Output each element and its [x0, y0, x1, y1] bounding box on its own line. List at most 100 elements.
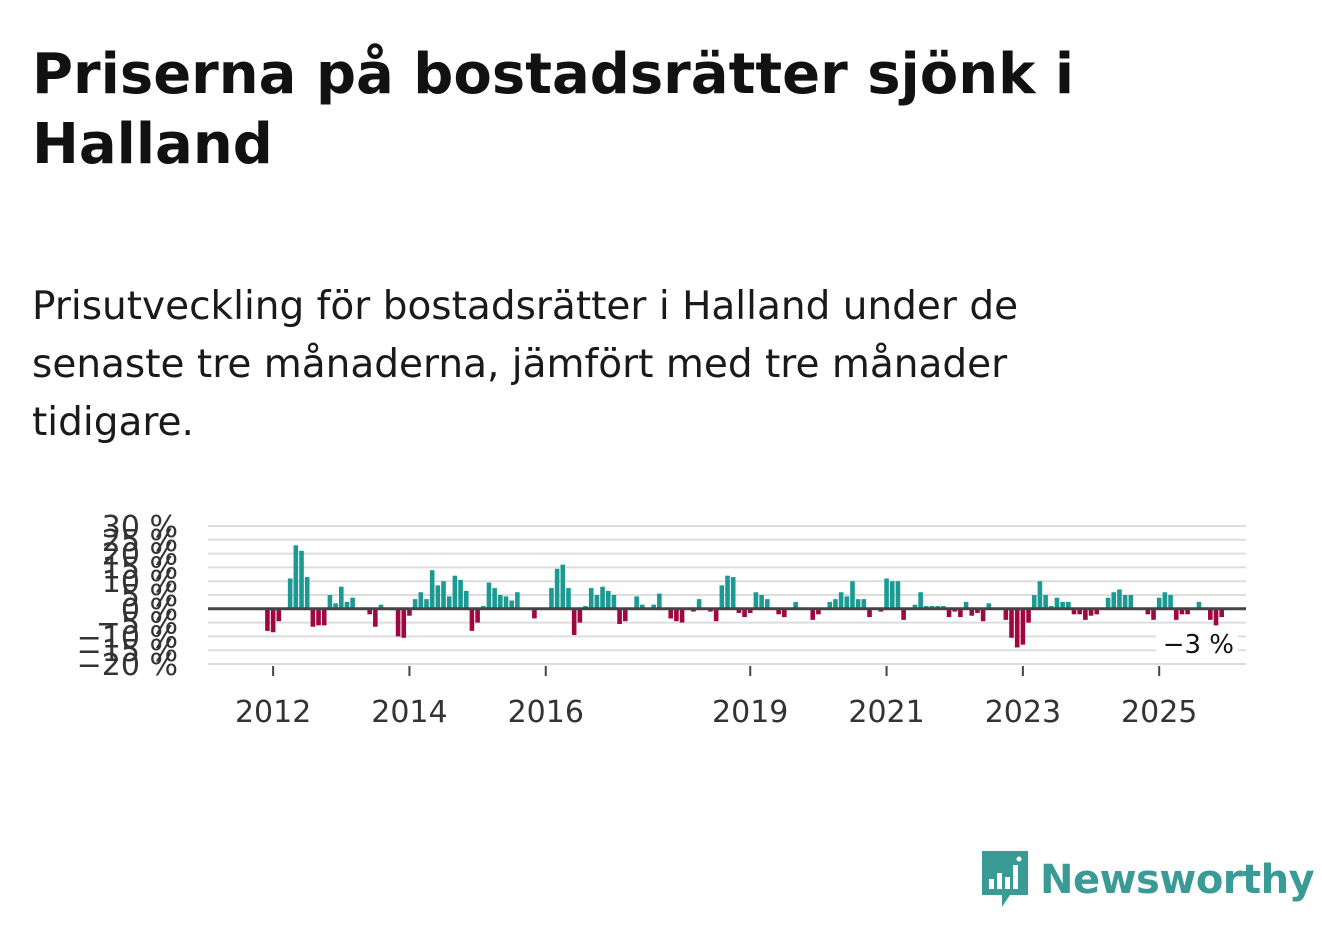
bar: [509, 600, 514, 609]
bar: [327, 595, 333, 609]
bar: [1122, 595, 1128, 609]
bar: [696, 599, 702, 609]
bar: [594, 595, 600, 609]
newsworthy-logo: Newsworthy: [980, 848, 1315, 912]
bar: [1219, 608, 1224, 618]
x-tick-label: 2016: [508, 695, 584, 730]
bar: [611, 595, 617, 609]
bar: [1162, 592, 1168, 609]
bar: [1031, 595, 1037, 609]
bar: [640, 604, 645, 609]
bar: [1168, 595, 1173, 609]
bar: [838, 592, 844, 609]
bar: [1208, 608, 1213, 620]
bar: [412, 599, 418, 609]
bar: [287, 578, 293, 609]
bar: [725, 575, 730, 609]
bar: [338, 586, 344, 609]
bar: [850, 581, 855, 609]
bar: [492, 588, 497, 609]
bar: [532, 608, 537, 619]
bar: [764, 599, 770, 609]
bar: [1088, 608, 1094, 616]
bar: [674, 608, 679, 622]
bar: [622, 608, 628, 622]
bar: [986, 603, 992, 609]
bar: [1020, 608, 1026, 645]
bar: [321, 608, 327, 626]
x-axis-tick-labels: 2012 2014 2016 2019 2021 2023 2025: [235, 666, 1197, 730]
bar: [1083, 608, 1088, 620]
bar: [895, 581, 901, 609]
x-tick-label: 2012: [235, 695, 311, 730]
bar: [293, 545, 299, 609]
bar: [1003, 608, 1009, 620]
x-tick-label: 2023: [985, 695, 1061, 730]
bar: [367, 608, 372, 615]
bar: [912, 604, 918, 609]
bar: [1156, 597, 1162, 609]
y-tick-label: 20 %: [102, 538, 178, 573]
bar: [418, 592, 424, 609]
bar: [1066, 601, 1071, 609]
bar: [617, 608, 622, 624]
bar: [588, 588, 594, 609]
last-value-label: −3 %: [1163, 630, 1234, 660]
x-tick-label: 2021: [848, 695, 924, 730]
bar: [1185, 608, 1190, 615]
bar: [713, 608, 719, 622]
bar: [1111, 592, 1117, 609]
bar: [679, 608, 685, 623]
bar: [333, 603, 338, 609]
y-tick-label: −15 %: [77, 634, 178, 669]
bar: [975, 608, 980, 613]
bar: [310, 608, 316, 627]
bar: [1071, 608, 1077, 615]
bar: [918, 592, 923, 609]
bar: [776, 608, 781, 615]
y-tick-label: 0 %: [121, 593, 178, 628]
bar: [407, 608, 412, 616]
bar: [560, 564, 566, 609]
bar: [827, 601, 833, 609]
bar: [503, 596, 509, 609]
bar: [429, 570, 435, 609]
bar: [605, 590, 611, 609]
bar: [753, 592, 759, 609]
bar: [373, 608, 378, 627]
bar: [946, 608, 952, 618]
bar: [577, 608, 583, 623]
bar: [958, 608, 963, 618]
bar: [867, 608, 872, 618]
bar: [378, 604, 384, 609]
bar: [963, 601, 969, 609]
bar: [600, 586, 605, 609]
bar: [549, 588, 554, 609]
last-value-label-background: [1156, 628, 1238, 660]
bar: [1014, 608, 1020, 648]
y-tick-label: 30 %: [102, 510, 178, 545]
y-tick-label: 10 %: [102, 565, 178, 600]
x-tick-label: 2014: [371, 695, 447, 730]
bar: [515, 592, 520, 609]
bar: [299, 550, 304, 609]
bar: [742, 608, 747, 618]
bar: [265, 608, 270, 631]
bar: [316, 608, 321, 626]
bar: [759, 595, 764, 609]
bar: [719, 585, 725, 609]
bar: [571, 608, 577, 636]
bar: [446, 596, 452, 609]
bar: [1128, 595, 1134, 609]
y-tick-label: 25 %: [102, 524, 178, 559]
bar: [901, 608, 906, 620]
bar: [401, 608, 407, 638]
bar: [793, 601, 798, 609]
bar: [816, 608, 821, 615]
bar: [463, 590, 469, 609]
bar: [736, 608, 742, 613]
bar: [1054, 597, 1060, 609]
bar: [782, 608, 787, 618]
bar: [1009, 608, 1014, 638]
y-tick-label: −20 %: [77, 648, 178, 683]
